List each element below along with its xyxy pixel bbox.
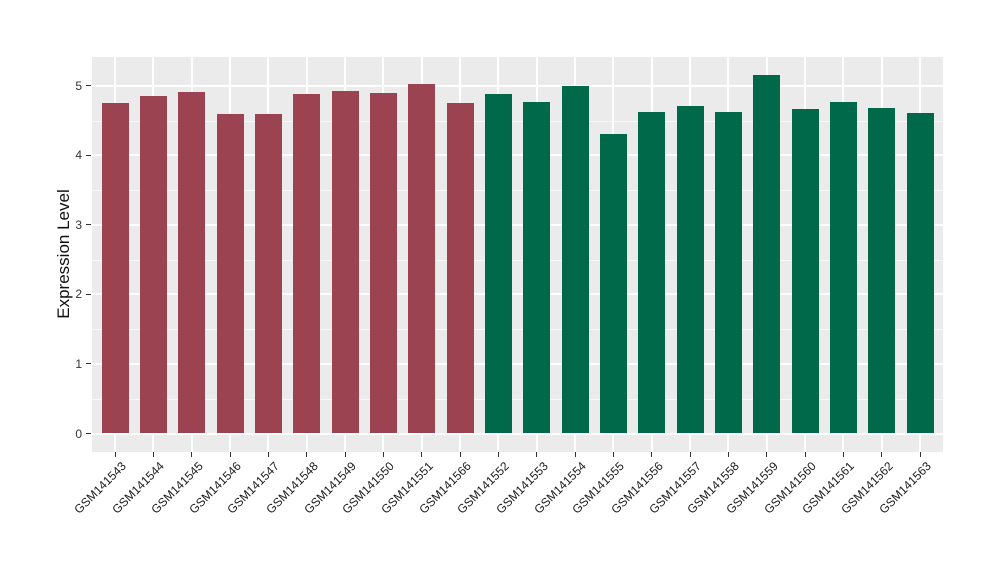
x-axis-tick xyxy=(152,452,154,457)
plot-panel xyxy=(92,57,943,452)
y-axis-title: Expression Level xyxy=(54,189,73,319)
x-axis-tick xyxy=(306,452,308,457)
x-axis-tick xyxy=(804,452,806,457)
bar-GSM141547 xyxy=(254,113,282,434)
bar-GSM141554 xyxy=(561,86,589,434)
gridline-major xyxy=(92,293,943,296)
bar-GSM141545 xyxy=(178,92,206,434)
x-axis-tick xyxy=(229,452,231,457)
y-axis-tick xyxy=(86,85,91,87)
x-axis-tick xyxy=(919,452,921,457)
bar-GSM141563 xyxy=(906,112,934,434)
bar-GSM141556 xyxy=(638,111,666,434)
x-axis-tick xyxy=(651,452,653,457)
x-axis-tick xyxy=(191,452,193,457)
y-tick-label: 4 xyxy=(75,148,82,163)
gridline-minor xyxy=(92,329,943,331)
bar-GSM141552 xyxy=(484,94,512,434)
x-axis-tick xyxy=(727,452,729,457)
bar-GSM141566 xyxy=(446,103,474,434)
bar-GSM141553 xyxy=(523,101,551,434)
x-axis-tick xyxy=(497,452,499,457)
x-axis-tick xyxy=(689,452,691,457)
gridline-minor xyxy=(92,398,943,400)
bar-GSM141551 xyxy=(408,84,436,434)
x-axis-tick xyxy=(459,452,461,457)
gridline-major xyxy=(92,154,943,157)
y-axis-tick xyxy=(86,154,91,156)
bar-GSM141543 xyxy=(101,103,129,434)
bar-GSM141559 xyxy=(753,74,781,434)
y-tick-label: 3 xyxy=(75,217,82,232)
bar-GSM141557 xyxy=(676,105,704,434)
y-axis-tick xyxy=(86,433,91,434)
bar-GSM141558 xyxy=(714,111,742,434)
gridline-minor xyxy=(92,120,943,122)
bar-GSM141544 xyxy=(139,95,167,434)
bar-GSM141555 xyxy=(599,134,627,434)
y-tick-label: 1 xyxy=(75,356,82,371)
y-tick-label: 2 xyxy=(75,287,82,302)
gridline-major xyxy=(92,362,943,365)
bar-GSM141550 xyxy=(369,93,397,434)
x-axis-tick xyxy=(536,452,538,457)
bar-GSM141548 xyxy=(293,94,321,434)
x-axis-tick xyxy=(842,452,844,457)
bar-GSM141561 xyxy=(829,101,857,434)
gridline-minor xyxy=(92,190,943,192)
bar-GSM141562 xyxy=(868,108,896,434)
bar-GSM141560 xyxy=(791,108,819,434)
bar-GSM141546 xyxy=(216,113,244,434)
x-axis-tick xyxy=(612,452,614,457)
x-axis-tick xyxy=(766,452,768,457)
x-axis-tick xyxy=(382,452,384,457)
gridline-major xyxy=(92,223,943,226)
y-axis-tick xyxy=(86,363,91,365)
gridline-major xyxy=(92,84,943,87)
gridline-minor xyxy=(92,259,943,261)
x-axis-tick xyxy=(881,452,883,457)
y-axis-tick xyxy=(86,293,91,295)
x-axis-tick xyxy=(267,452,269,457)
x-axis-tick xyxy=(421,452,423,457)
y-axis-tick xyxy=(86,224,91,226)
gridline-major xyxy=(92,432,943,435)
y-tick-label: 5 xyxy=(75,78,82,93)
x-axis-tick xyxy=(574,452,576,457)
bar-GSM141549 xyxy=(331,91,359,434)
x-axis-tick xyxy=(344,452,346,457)
x-axis-tick xyxy=(114,452,116,457)
y-tick-label: 0 xyxy=(75,426,82,441)
